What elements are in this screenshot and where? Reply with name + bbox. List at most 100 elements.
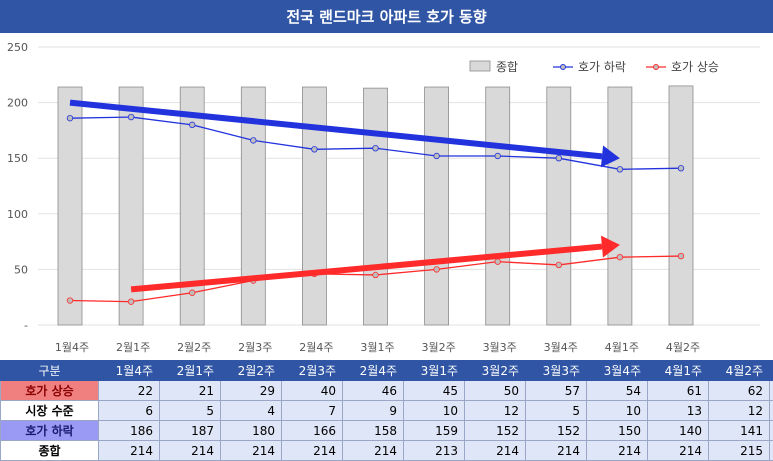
- table-cell: 45: [403, 380, 465, 401]
- y-tick-label: 150: [7, 152, 28, 165]
- table-header-label: 구분: [0, 360, 99, 381]
- table-header-cell: 3월3주: [525, 360, 587, 381]
- table-header-cell: 4월1주: [647, 360, 709, 381]
- line-point: [188, 289, 196, 296]
- table-row-label: 호가 상승: [0, 380, 99, 401]
- line-point: [66, 297, 74, 304]
- table-cell: 214: [586, 440, 648, 461]
- table-cell: 214: [220, 440, 282, 461]
- table-row-pad: [769, 380, 773, 401]
- x-tick-label: 3월2주: [421, 341, 455, 354]
- table-header-row: 구분 1월4주 2월1주 2월2주 2월3주 2월4주 3월1주 3월2주 3월3주 3월4주 4월…: [0, 360, 773, 381]
- table-cell: 140: [647, 420, 709, 441]
- line-point: [66, 114, 74, 122]
- trend-arrowhead-red: [600, 235, 620, 258]
- table-header-cell: 2월2주: [220, 360, 282, 381]
- x-tick-label: 4월1주: [605, 341, 639, 354]
- trend-arrow-blue: [69, 99, 603, 160]
- table-cell: 46: [342, 380, 404, 401]
- bar-total: [57, 86, 83, 326]
- table-cell: 61: [647, 380, 709, 401]
- bar-total: [485, 86, 511, 326]
- chart-title-bar: 전국 랜드마크 아파트 호가 동향: [0, 0, 773, 33]
- bar-total: [607, 86, 633, 326]
- table-cell: 57: [525, 380, 587, 401]
- table-header-cell: 2월4주: [342, 360, 404, 381]
- line-point: [372, 144, 379, 152]
- table-row: 종합 214 214 214 214 214 213 214 214 214 214 215: [0, 440, 773, 461]
- trend-arrowhead-blue: [600, 145, 620, 168]
- legend-label-up: 호가 상승: [671, 60, 719, 74]
- table-cell: 187: [159, 420, 221, 441]
- table-cell: 7: [281, 400, 343, 421]
- table-cell: 54: [586, 380, 648, 401]
- table-row-label: 호가 하락: [0, 420, 99, 441]
- table-cell: 215: [708, 440, 770, 461]
- line-point: [494, 152, 501, 160]
- table-row: 호가 하락 186 187 180 166 158 159 152 152 150 140 141: [0, 420, 773, 441]
- line-point: [311, 146, 318, 153]
- legend-swatch-total: [469, 60, 491, 72]
- table-header-cell: 2월1주: [159, 360, 221, 381]
- legend-marker-down: [560, 64, 566, 70]
- table-cell: 159: [403, 420, 465, 441]
- table-cell: 186: [98, 420, 160, 441]
- line-point: [616, 166, 624, 173]
- y-tick-label: 50: [14, 263, 28, 276]
- table-row-label: 시장 수준: [0, 400, 99, 421]
- x-tick-label: 2월3주: [238, 341, 272, 354]
- line-point: [433, 266, 440, 273]
- legend-label-total: 종합: [496, 60, 518, 74]
- x-tick-label: 3월1주: [360, 341, 394, 354]
- table-header-cell: 4월2주: [708, 360, 770, 381]
- bar-total: [118, 86, 144, 326]
- legend-marker-up: [653, 64, 659, 70]
- line-point: [494, 258, 501, 265]
- table-cell: 22: [98, 380, 160, 401]
- table-cell: 214: [342, 440, 404, 461]
- x-tick-label: 2월4주: [299, 341, 333, 354]
- line-point: [677, 252, 685, 260]
- line-point: [555, 261, 562, 269]
- chart-title: 전국 랜드마크 아파트 호가 동향: [286, 8, 487, 26]
- table-header-cell: 3월4주: [586, 360, 648, 381]
- table-cell: 166: [281, 420, 343, 441]
- line-point: [677, 165, 685, 172]
- y-tick-label: 200: [7, 97, 28, 110]
- line-point: [372, 271, 379, 279]
- table-cell: 150: [586, 420, 648, 441]
- table-header-cell: 3월1주: [403, 360, 465, 381]
- line-point: [250, 137, 257, 144]
- table-cell: 180: [220, 420, 282, 441]
- bar-total: [546, 86, 572, 326]
- bar-total: [240, 86, 266, 326]
- chart-plot: 250 200 150 100 50 - 1월4주 2월1주 2월2주 2월3주 2월4주 3월1주…: [7, 41, 760, 354]
- table-header-cell: 2월3주: [281, 360, 343, 381]
- data-table: 구분 1월4주 2월1주 2월2주 2월3주 2월4주 3월1주 3월2주 3월3주 3월4주 4월…: [0, 360, 773, 461]
- line-point: [433, 152, 440, 160]
- table-cell: 21: [159, 380, 221, 401]
- table-cell: 5: [159, 400, 221, 421]
- table-cell: 158: [342, 420, 404, 441]
- y-tick-label: 250: [7, 41, 28, 54]
- x-tick-label: 4월2주: [666, 341, 700, 354]
- table-cell: 40: [281, 380, 343, 401]
- trend-arrow-red: [130, 243, 603, 293]
- table-cell: 152: [525, 420, 587, 441]
- table-cell: 10: [403, 400, 465, 421]
- table-cell: 152: [464, 420, 526, 441]
- table-cell: 50: [464, 380, 526, 401]
- table-cell: 9: [342, 400, 404, 421]
- line-point: [188, 121, 196, 129]
- line-point: [555, 154, 562, 162]
- x-tick-label: 1월4주: [55, 341, 89, 354]
- line-point: [127, 298, 135, 305]
- table-cell: 10: [586, 400, 648, 421]
- x-tick-label: 3월3주: [483, 341, 517, 354]
- y-tick-label: 100: [7, 208, 28, 221]
- table-cell: 214: [159, 440, 221, 461]
- bar-total: [668, 85, 694, 326]
- line-point: [616, 253, 624, 261]
- table-cell: 62: [708, 380, 770, 401]
